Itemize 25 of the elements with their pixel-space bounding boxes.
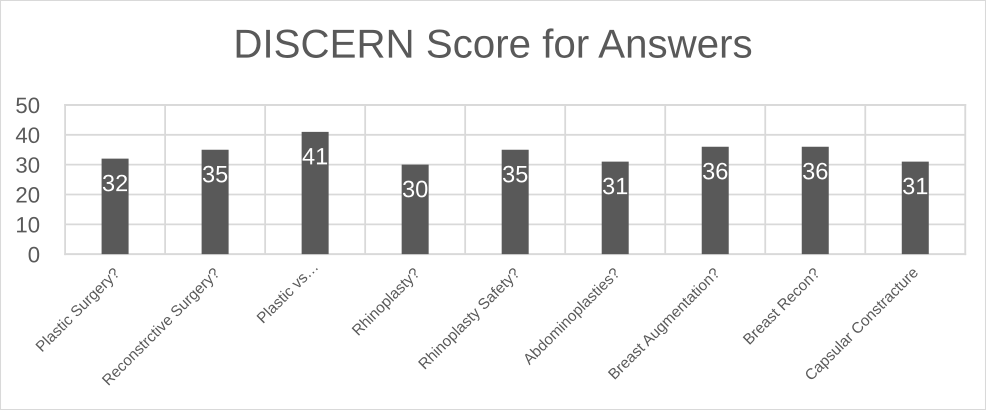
data-label: 36	[703, 162, 728, 180]
data-label: 31	[602, 178, 628, 194]
bar	[602, 162, 629, 254]
data-label: 35	[202, 166, 228, 182]
data-label: 36	[803, 162, 828, 180]
bar	[102, 158, 129, 254]
bar	[502, 150, 529, 254]
chart-title: DISCERN Score for Answers	[236, 28, 752, 58]
y-tick-label: 40	[16, 127, 40, 144]
data-label: 30	[402, 180, 428, 198]
bar	[202, 150, 229, 254]
data-label: 31	[903, 178, 928, 194]
y-tick-label: 30	[16, 157, 40, 173]
y-tick-label: 10	[17, 216, 40, 233]
y-tick-label: 50	[16, 97, 40, 114]
bar	[302, 132, 329, 254]
bar	[402, 164, 429, 254]
y-tick-label: 0	[28, 246, 40, 262]
bar	[702, 146, 729, 254]
bar	[902, 162, 929, 254]
y-tick-label: 20	[16, 187, 40, 203]
bar	[802, 146, 829, 254]
data-label: 35	[502, 166, 528, 182]
data-label: 32	[102, 174, 128, 192]
data-label: 41	[302, 148, 328, 164]
